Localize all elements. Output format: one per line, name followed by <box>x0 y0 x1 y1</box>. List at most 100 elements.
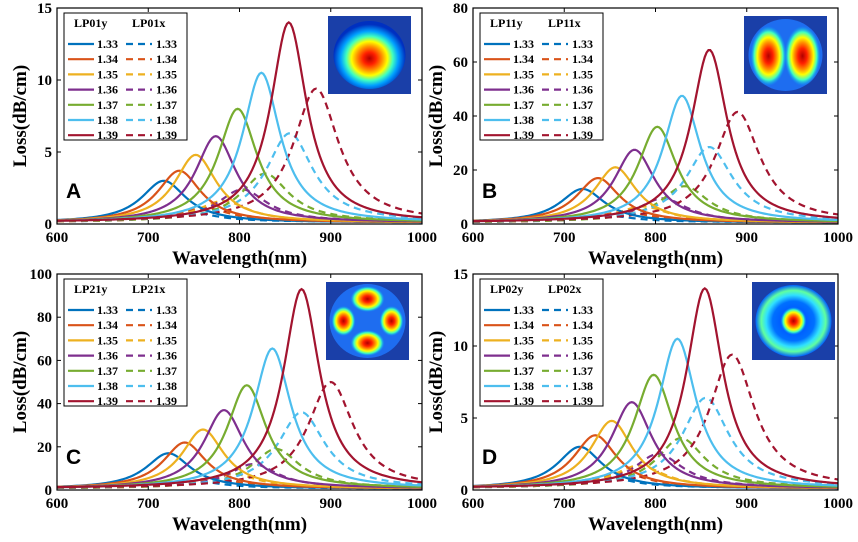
y-tick-label: 100 <box>30 267 53 283</box>
legend-label-x: 1.34 <box>572 318 593 332</box>
y-axis-label: Loss(dB/cm) <box>426 65 447 167</box>
legend-label-x: 1.34 <box>156 52 177 66</box>
y-tick-label: 15 <box>453 267 468 283</box>
x-tick-label: 700 <box>553 496 576 512</box>
legend-label-y: 1.37 <box>97 364 118 378</box>
legend-label-y: 1.36 <box>97 83 118 97</box>
legend-label-x: 1.39 <box>156 128 177 142</box>
legend-label-y: 1.39 <box>97 394 118 408</box>
x-tick-label: 900 <box>736 496 759 512</box>
curves <box>57 21 422 224</box>
y-tick-label: 10 <box>37 73 52 89</box>
legend-label-x: 1.34 <box>572 52 593 66</box>
legend-label-y: 1.34 <box>97 318 118 332</box>
x-tick-label: 800 <box>228 230 251 246</box>
panel-letter: D <box>482 446 497 469</box>
legend-label-x: 1.37 <box>572 98 593 112</box>
legend-label-y: 1.39 <box>97 128 118 142</box>
legend-label-x: 1.33 <box>156 37 177 51</box>
legend-label-y: 1.37 <box>513 98 534 112</box>
legend-label-x: 1.33 <box>156 303 177 317</box>
panel-letter: B <box>482 180 497 203</box>
series-y-1-39 <box>57 21 422 222</box>
legend-label-y: 1.39 <box>513 128 534 142</box>
legend-label-x: 1.37 <box>156 98 177 112</box>
x-tick-label: 800 <box>644 230 667 246</box>
x-tick-label: 800 <box>228 496 251 512</box>
legend-title-x: LP02x <box>548 282 581 296</box>
curves <box>473 49 838 224</box>
y-tick-label: 10 <box>453 339 468 355</box>
legend-box <box>63 278 188 407</box>
legend-label-x: 1.38 <box>572 113 593 127</box>
legend-label-y: 1.37 <box>97 98 118 112</box>
panel-c: 600 700 800 900 1000 0 20 40 60 80 100 Wavelength(n… <box>10 267 437 535</box>
legend-label-x: 1.36 <box>572 83 593 97</box>
mode-core <box>780 307 807 335</box>
legend-title-y: LP11y <box>490 16 523 30</box>
legend-label-x: 1.33 <box>572 37 593 51</box>
legend-label-y: 1.36 <box>97 349 118 363</box>
mode-lobe-left <box>331 306 356 336</box>
legend-label-x: 1.37 <box>572 364 593 378</box>
legend-label-x: 1.35 <box>572 67 593 81</box>
x-tick-label: 900 <box>320 496 343 512</box>
legend-label-y: 1.33 <box>97 37 118 51</box>
panel-letter: C <box>66 446 81 469</box>
curves <box>473 287 838 490</box>
curves <box>57 287 422 490</box>
y-tick-label: 15 <box>37 1 52 17</box>
panel-a: 600 700 800 900 1000 0 5 10 15 Wavelength(nm) Loss… <box>10 1 437 269</box>
legend-title-x: LP01x <box>132 16 165 30</box>
legend-label-y: 1.37 <box>513 364 534 378</box>
panel-letter: A <box>66 180 81 203</box>
legend-label-y: 1.36 <box>513 349 534 363</box>
series-y-1-39 <box>473 49 838 223</box>
y-axis-label: Loss(dB/cm) <box>426 331 447 433</box>
x-tick-label: 700 <box>137 496 160 512</box>
y-tick-label: 60 <box>453 55 468 71</box>
legend-label-y: 1.38 <box>513 113 534 127</box>
legend-title-y: LP21y <box>74 282 107 296</box>
mode-lobe-right <box>784 26 821 86</box>
mode-lobe-left <box>750 26 787 86</box>
inset-mode-image <box>752 282 835 360</box>
legend-label-y: 1.39 <box>513 394 534 408</box>
legend-label-y: 1.35 <box>513 333 534 347</box>
x-tick-label: 1000 <box>407 496 437 512</box>
legend-box <box>479 12 604 141</box>
inset-mode-image <box>744 16 827 94</box>
legend-label-y: 1.35 <box>513 67 534 81</box>
y-axis-label: Loss(dB/cm) <box>10 331 31 433</box>
x-axis-label: Wavelength(nm) <box>588 514 723 535</box>
legend-label-y: 1.33 <box>97 303 118 317</box>
legend-title-x: LP11x <box>548 16 581 30</box>
legend-label-y: 1.34 <box>513 52 534 66</box>
x-axis-label: Wavelength(nm) <box>588 248 723 269</box>
y-tick-label: 0 <box>45 483 53 499</box>
y-tick-label: 20 <box>37 440 52 456</box>
legend-label-x: 1.36 <box>156 349 177 363</box>
legend-label-y: 1.38 <box>97 379 118 393</box>
x-tick-label: 600 <box>462 230 485 246</box>
y-tick-label: 0 <box>45 217 53 233</box>
legend-label-y: 1.34 <box>97 52 118 66</box>
x-tick-label: 900 <box>320 230 343 246</box>
legend-label-x: 1.39 <box>572 128 593 142</box>
x-tick-label: 1000 <box>407 230 437 246</box>
legend-label-y: 1.33 <box>513 303 534 317</box>
y-tick-label: 60 <box>37 353 52 369</box>
y-tick-label: 0 <box>461 483 469 499</box>
legend-label-x: 1.35 <box>156 333 177 347</box>
legend-label-y: 1.34 <box>513 318 534 332</box>
x-tick-label: 700 <box>553 230 576 246</box>
x-tick-label: 1000 <box>823 230 853 246</box>
legend-label-x: 1.36 <box>572 349 593 363</box>
series-y-1-39 <box>473 287 838 488</box>
series-x-1-38 <box>57 411 422 489</box>
inset-mode-image <box>328 16 411 94</box>
